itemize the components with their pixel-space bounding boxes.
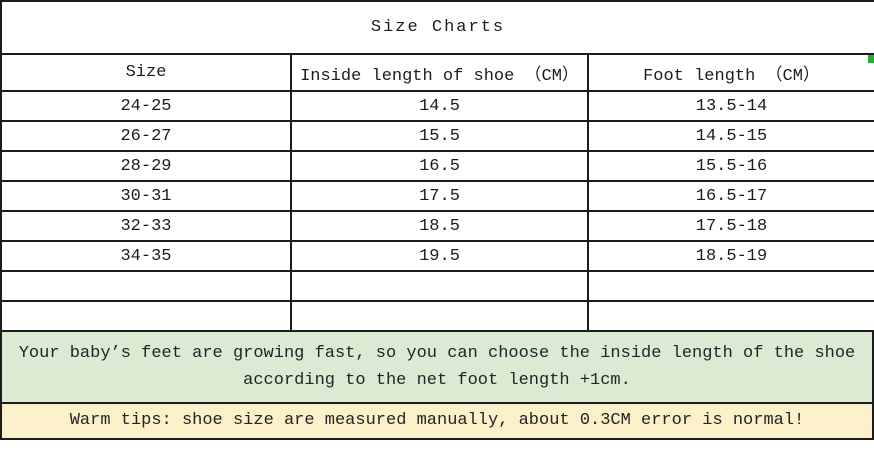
warm-tip-text: Warm tips: shoe size are measured manual… (69, 411, 805, 430)
header-size: Size (0, 53, 292, 92)
inside-length-cell: 14.5 (290, 90, 589, 122)
header-foot-length: Foot length （CM） (587, 53, 874, 92)
foot-length-cell (587, 300, 874, 332)
size-chart-table: Size Charts Size Inside length of shoe （… (0, 0, 874, 332)
size-cell: 24-25 (0, 90, 292, 122)
size-cell (0, 300, 292, 332)
title-row: Size Charts (0, 0, 874, 55)
table-row: 30-31 17.5 16.5-17 (0, 180, 874, 212)
growth-tip-text: Your baby’s feet are growing fast, so yo… (18, 344, 856, 390)
growth-tip-banner: Your baby’s feet are growing fast, so yo… (0, 330, 874, 404)
size-cell: 26-27 (0, 120, 292, 152)
table-row: 24-25 14.5 13.5-14 (0, 90, 874, 122)
inside-length-cell: 17.5 (290, 180, 589, 212)
foot-length-cell: 17.5-18 (587, 210, 874, 242)
size-cell: 34-35 (0, 240, 292, 272)
size-cell (0, 270, 292, 302)
inside-length-cell (290, 270, 589, 302)
table-row: 34-35 19.5 18.5-19 (0, 240, 874, 272)
foot-length-cell: 16.5-17 (587, 180, 874, 212)
inside-length-cell (290, 300, 589, 332)
size-cell: 32-33 (0, 210, 292, 242)
foot-length-cell: 15.5-16 (587, 150, 874, 182)
table-row-empty (0, 300, 874, 332)
inside-length-cell: 15.5 (290, 120, 589, 152)
foot-length-cell: 18.5-19 (587, 240, 874, 272)
table-row: 28-29 16.5 15.5-16 (0, 150, 874, 182)
inside-length-cell: 18.5 (290, 210, 589, 242)
header-inside-length: Inside length of shoe （CM） (290, 53, 589, 92)
size-cell: 28-29 (0, 150, 292, 182)
size-cell: 30-31 (0, 180, 292, 212)
inside-length-cell: 19.5 (290, 240, 589, 272)
table-row: 32-33 18.5 17.5-18 (0, 210, 874, 242)
foot-length-cell: 13.5-14 (587, 90, 874, 122)
table-row-empty (0, 270, 874, 302)
table-row: 26-27 15.5 14.5-15 (0, 120, 874, 152)
warm-tip-banner: Warm tips: shoe size are measured manual… (0, 402, 874, 440)
inside-length-cell: 16.5 (290, 150, 589, 182)
green-pixel-artifact (868, 55, 874, 63)
foot-length-cell: 14.5-15 (587, 120, 874, 152)
table-header-row: Size Inside length of shoe （CM） Foot len… (0, 53, 874, 92)
foot-length-cell (587, 270, 874, 302)
page-title: Size Charts (0, 0, 874, 55)
